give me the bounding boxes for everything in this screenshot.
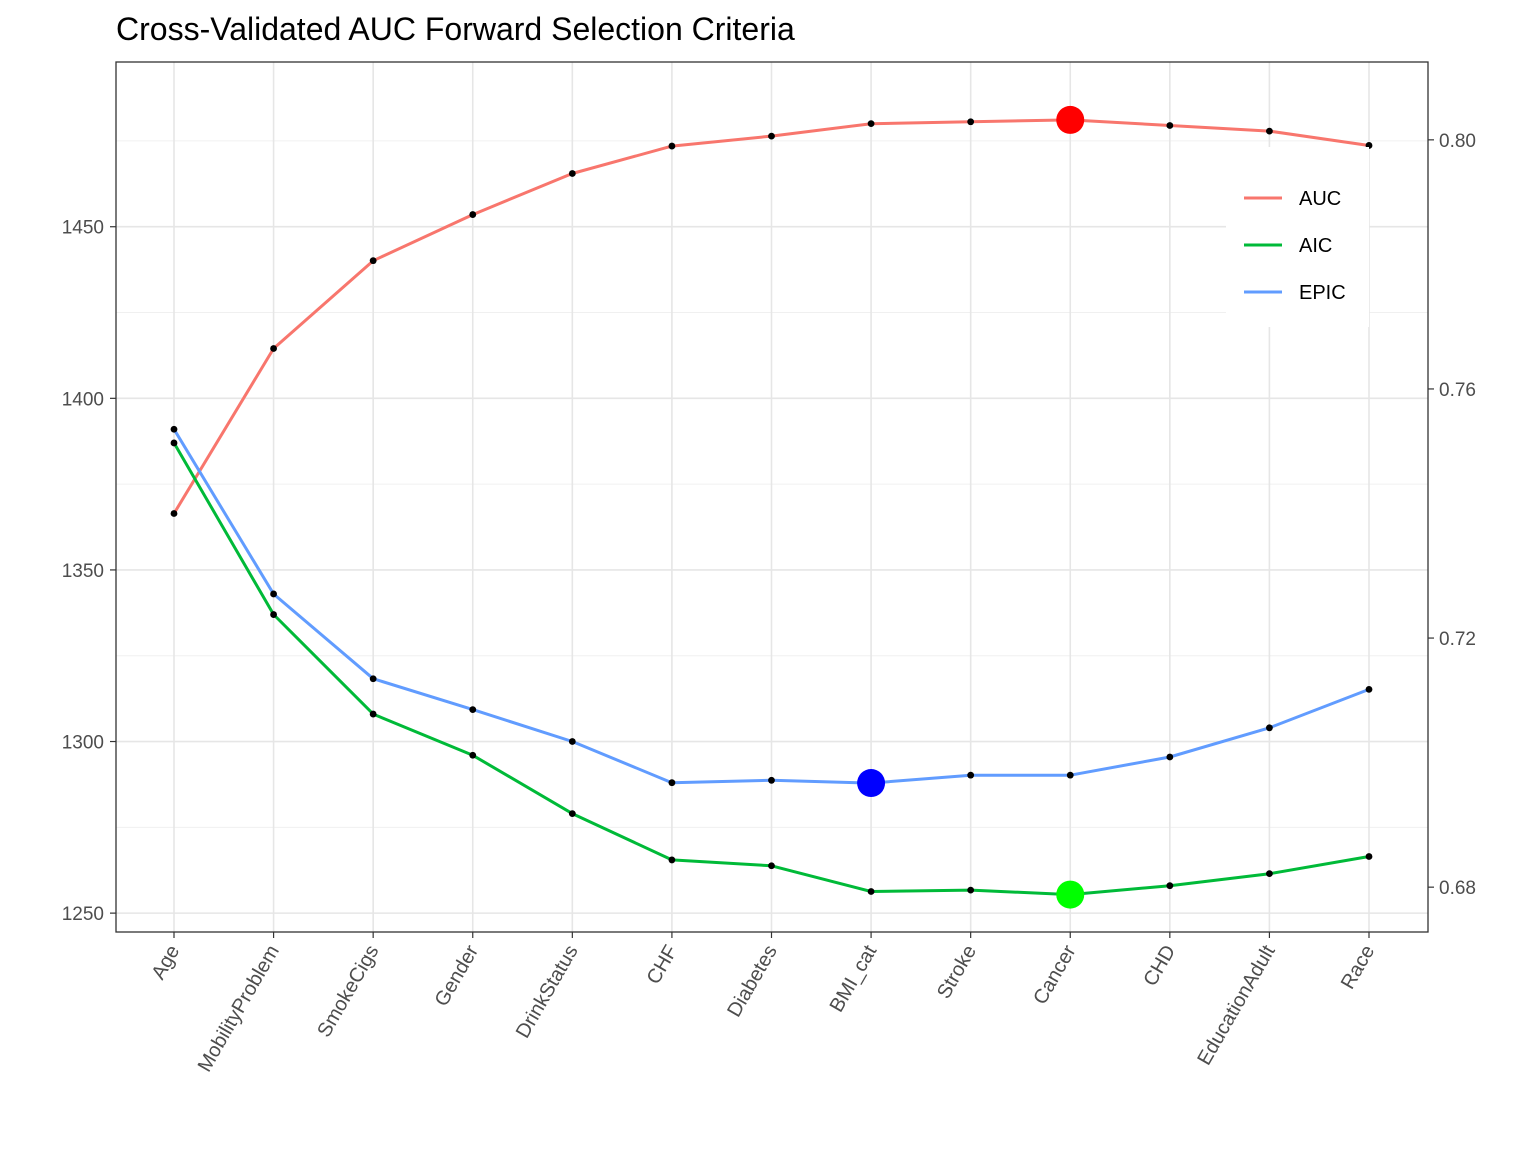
highlight-point-aic — [1056, 880, 1085, 909]
legend: AUC AIC EPIC — [1226, 147, 1369, 327]
series-points — [170, 116, 1373, 898]
right-axis-tick-label: 0.68 — [1439, 878, 1476, 899]
left-axis-tick-label: 1250 — [62, 904, 104, 925]
data-point-epic — [469, 706, 477, 714]
right-axis-tick-label: 0.76 — [1439, 380, 1476, 401]
left-y-axis: 1250 1300 1350 1400 1450 — [62, 218, 116, 925]
data-point-auc — [768, 132, 775, 140]
data-point-auc — [1266, 127, 1273, 135]
data-point-auc — [270, 345, 277, 352]
right-axis-tick-label: 0.80 — [1439, 131, 1476, 152]
data-point-aic — [469, 751, 477, 759]
data-point-aic — [568, 810, 576, 817]
data-point-epic — [270, 590, 277, 598]
data-point-epic — [568, 738, 576, 745]
legend-background — [1226, 147, 1369, 327]
data-point-epic — [768, 776, 775, 784]
data-point-auc — [967, 118, 975, 126]
data-point-epic — [967, 771, 975, 779]
data-point-epic — [1066, 771, 1074, 779]
left-axis-tick-label: 1400 — [62, 389, 104, 410]
data-point-aic — [1166, 882, 1174, 890]
data-point-aic — [768, 862, 775, 870]
data-point-auc — [369, 257, 377, 265]
highlight-point-auc — [1056, 105, 1085, 134]
right-axis-tick-label: 0.72 — [1439, 629, 1476, 650]
right-y-axis: 0.68 0.72 0.76 0.80 — [1428, 131, 1476, 899]
legend-label-epic: EPIC — [1299, 282, 1346, 304]
highlight-points — [857, 105, 1085, 909]
data-point-auc — [568, 170, 576, 177]
data-point-aic — [867, 888, 875, 895]
data-point-aic — [1365, 853, 1373, 860]
left-axis-tick-label: 1300 — [62, 733, 104, 754]
data-point-aic — [967, 886, 975, 894]
chart-title: Cross-Validated AUC Forward Selection Cr… — [116, 11, 795, 47]
data-point-auc — [469, 211, 477, 218]
data-point-epic — [1365, 685, 1373, 693]
data-point-epic — [1166, 753, 1174, 761]
data-point-epic — [1266, 724, 1273, 732]
data-point-aic — [270, 611, 277, 618]
data-point-auc — [170, 510, 178, 517]
major-grid — [116, 62, 1428, 932]
legend-label-auc: AUC — [1299, 188, 1341, 210]
left-axis-tick-label: 1450 — [62, 218, 104, 239]
highlight-point-epic — [857, 769, 886, 798]
data-point-epic — [170, 425, 178, 433]
data-point-aic — [1266, 870, 1273, 878]
data-point-auc — [1166, 122, 1174, 129]
data-point-auc — [867, 120, 875, 128]
legend-label-aic: AIC — [1299, 235, 1332, 257]
data-point-aic — [668, 856, 676, 864]
data-point-aic — [369, 710, 377, 718]
data-point-epic — [369, 675, 377, 683]
data-point-epic — [668, 779, 676, 787]
data-point-aic — [170, 439, 178, 447]
left-axis-tick-label: 1350 — [62, 561, 104, 582]
data-point-auc — [668, 142, 676, 150]
